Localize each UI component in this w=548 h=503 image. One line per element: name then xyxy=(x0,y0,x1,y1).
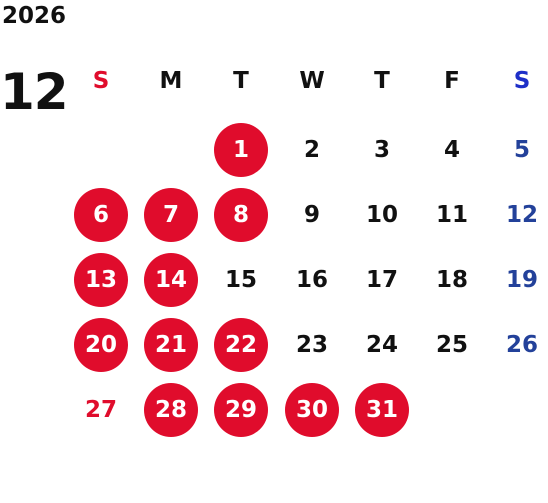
day-cell-9[interactable]: 9 xyxy=(303,202,320,228)
day-cell-3[interactable]: 3 xyxy=(373,137,390,163)
day-cell-20[interactable]: 20 xyxy=(74,318,128,372)
day-cell-21[interactable]: 21 xyxy=(144,318,198,372)
day-cell-12[interactable]: 12 xyxy=(505,202,538,228)
day-cell-5[interactable]: 5 xyxy=(513,137,530,163)
weekday-header-mon: M xyxy=(159,68,183,94)
weekday-header-tue: T xyxy=(233,68,249,94)
day-cell-4[interactable]: 4 xyxy=(443,137,460,163)
day-cell-30[interactable]: 30 xyxy=(285,383,339,437)
day-cell-26[interactable]: 26 xyxy=(505,332,538,358)
day-cell-13[interactable]: 13 xyxy=(74,253,128,307)
day-cell-31[interactable]: 31 xyxy=(355,383,409,437)
day-cell-11[interactable]: 11 xyxy=(435,202,468,228)
day-cell-15[interactable]: 15 xyxy=(224,267,257,293)
day-cell-10[interactable]: 10 xyxy=(365,202,398,228)
day-cell-22[interactable]: 22 xyxy=(214,318,268,372)
day-cell-7[interactable]: 7 xyxy=(144,188,198,242)
day-cell-14[interactable]: 14 xyxy=(144,253,198,307)
calendar-month: 12 xyxy=(0,63,69,121)
day-cell-19[interactable]: 19 xyxy=(505,267,538,293)
day-cell-8[interactable]: 8 xyxy=(214,188,268,242)
day-cell-1[interactable]: 1 xyxy=(214,123,268,177)
day-cell-28[interactable]: 28 xyxy=(144,383,198,437)
weekday-header-wed: W xyxy=(299,68,325,94)
day-cell-24[interactable]: 24 xyxy=(365,332,398,358)
weekday-header-thu: T xyxy=(374,68,390,94)
day-cell-2[interactable]: 2 xyxy=(303,137,320,163)
day-cell-27[interactable]: 27 xyxy=(84,397,117,423)
day-cell-23[interactable]: 23 xyxy=(295,332,328,358)
day-cell-17[interactable]: 17 xyxy=(365,267,398,293)
weekday-header-sun: S xyxy=(92,68,110,94)
day-cell-18[interactable]: 18 xyxy=(435,267,468,293)
weekday-header-fri: F xyxy=(444,68,460,94)
day-cell-16[interactable]: 16 xyxy=(295,267,328,293)
day-cell-25[interactable]: 25 xyxy=(435,332,468,358)
day-cell-29[interactable]: 29 xyxy=(214,383,268,437)
day-cell-6[interactable]: 6 xyxy=(74,188,128,242)
calendar-year: 2026 xyxy=(2,3,67,29)
weekday-header-sat: S xyxy=(513,68,531,94)
